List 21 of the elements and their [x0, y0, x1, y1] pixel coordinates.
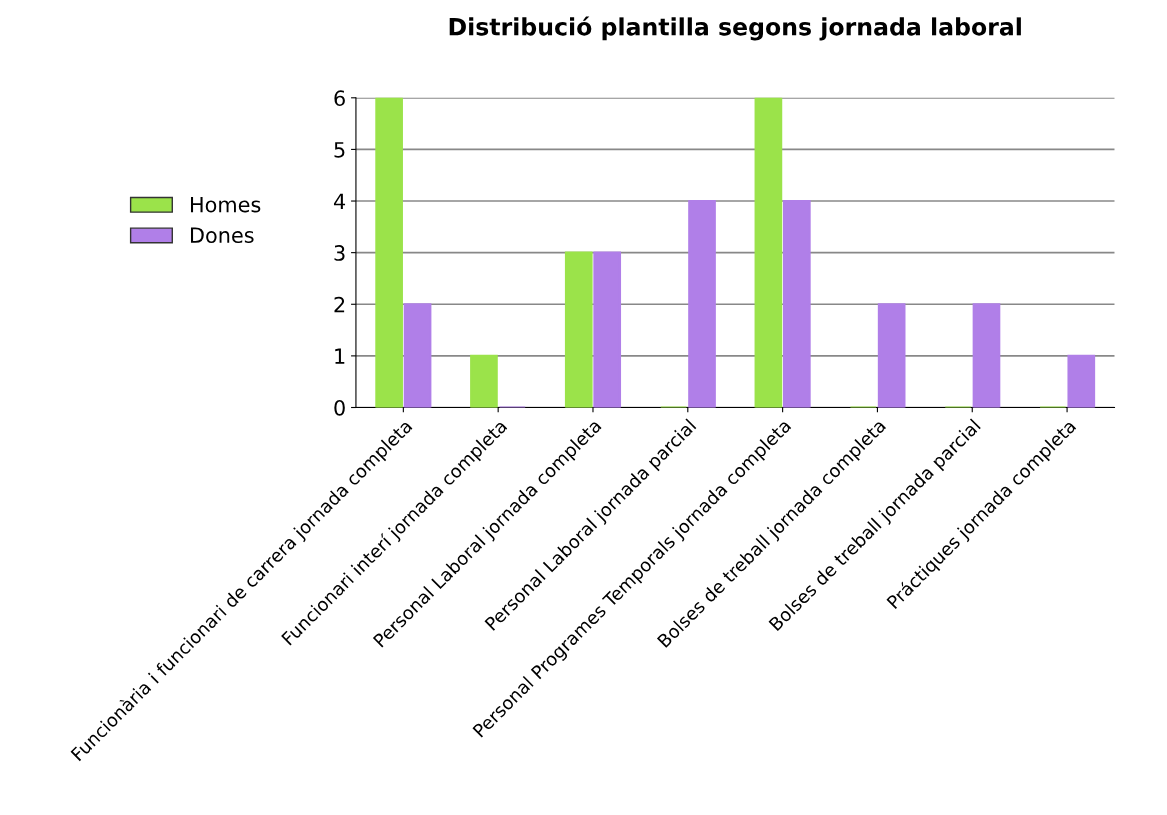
y-tick-label: 6 — [334, 90, 345, 107]
y-tick-label: 0 — [334, 399, 345, 416]
bar — [375, 97, 403, 408]
bar — [403, 303, 432, 408]
bar — [783, 199, 811, 408]
y-tick-label: 1 — [335, 348, 345, 364]
bar — [470, 354, 498, 408]
bar — [593, 251, 622, 408]
y-tick-label: 3 — [334, 245, 345, 261]
bar — [972, 303, 1001, 408]
y-tick-label: 5 — [334, 142, 345, 158]
bar — [564, 251, 593, 408]
bar — [877, 303, 906, 408]
y-tick-label: 4 — [333, 193, 346, 209]
legend-label: Dones — [190, 227, 254, 244]
chart-title: Distribució plantilla segons jornada laboral — [449, 16, 1021, 41]
bar — [754, 97, 783, 408]
y-tick-label: 2 — [334, 296, 345, 313]
bar — [1067, 354, 1096, 408]
bar — [688, 199, 716, 408]
legend-label: Homes — [190, 196, 261, 213]
